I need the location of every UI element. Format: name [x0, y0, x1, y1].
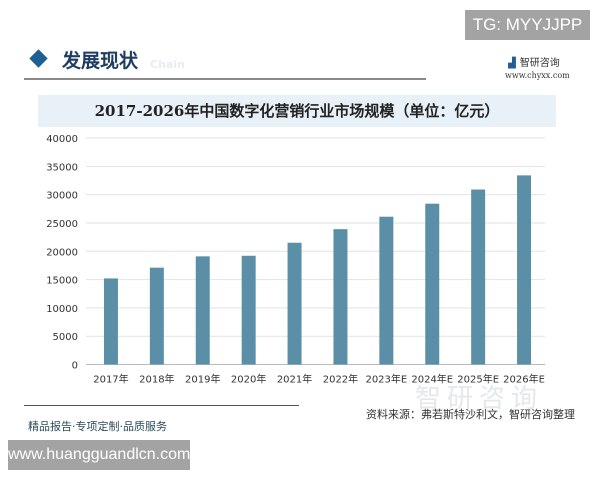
y-tick-label: 35000 — [46, 162, 78, 173]
bar-2026年E — [517, 175, 532, 365]
brand-name: 智研咨询 — [519, 58, 560, 69]
y-tick-label: 30000 — [46, 191, 78, 202]
bar-2025年E — [471, 189, 486, 365]
y-tick-label: 15000 — [46, 276, 78, 287]
x-tick-label: 2017年 — [93, 373, 128, 386]
x-tick-label: 2024年E — [411, 373, 453, 386]
bar-2020年 — [241, 255, 256, 365]
watermark-badge-top: TG: MYYJJPP — [465, 10, 590, 40]
x-tick-label: 2019年 — [185, 373, 220, 386]
y-tick-label: 5000 — [53, 332, 78, 343]
footer-slogan: 精品报告·专项定制·品质服务 — [28, 420, 167, 433]
logo-icon: ▟ — [508, 58, 516, 69]
bar-2018年 — [149, 267, 164, 365]
y-tick-label: 40000 — [46, 134, 78, 145]
section-subtitle: Chain — [150, 58, 185, 71]
y-tick-label: 0 — [72, 361, 78, 372]
footer-divider — [24, 405, 299, 406]
chart-title: 2017-2026年中国数字化营销行业市场规模（单位：亿元） — [94, 102, 500, 120]
bar-2023年E — [379, 216, 394, 365]
y-tick-label: 20000 — [46, 247, 78, 258]
bar-2017年 — [103, 278, 118, 365]
x-tick-label: 2025年E — [457, 373, 499, 386]
title-band — [38, 95, 556, 127]
bar-2022年 — [333, 229, 348, 365]
watermark-badge-bottom: www.huangguandlcn.com — [8, 440, 190, 470]
brand-watermark: 智研咨询 — [415, 384, 544, 414]
data-source: 资料来源：弗若斯特沙利文，智研咨询整理 — [366, 408, 575, 421]
x-tick-label: 2021年 — [277, 373, 312, 386]
x-tick-label: 2026年E — [503, 373, 545, 386]
x-tick-label: 2020年 — [231, 373, 266, 386]
x-tick-label: 2018年 — [139, 373, 174, 386]
header-divider — [24, 78, 426, 80]
brand-logo: ▟ 智研咨询 — [508, 54, 560, 69]
brand-url: www.chyxx.com — [505, 71, 570, 80]
bar-2019年 — [195, 256, 210, 365]
section-title: 发展现状 — [62, 50, 139, 72]
x-tick-label: 2023年E — [365, 373, 407, 386]
y-tick-label: 25000 — [46, 219, 78, 230]
x-tick-label: 2022年 — [323, 373, 358, 386]
bar-2024年E — [425, 203, 440, 365]
y-tick-label: 10000 — [46, 304, 78, 315]
bar-2021年 — [287, 242, 302, 365]
